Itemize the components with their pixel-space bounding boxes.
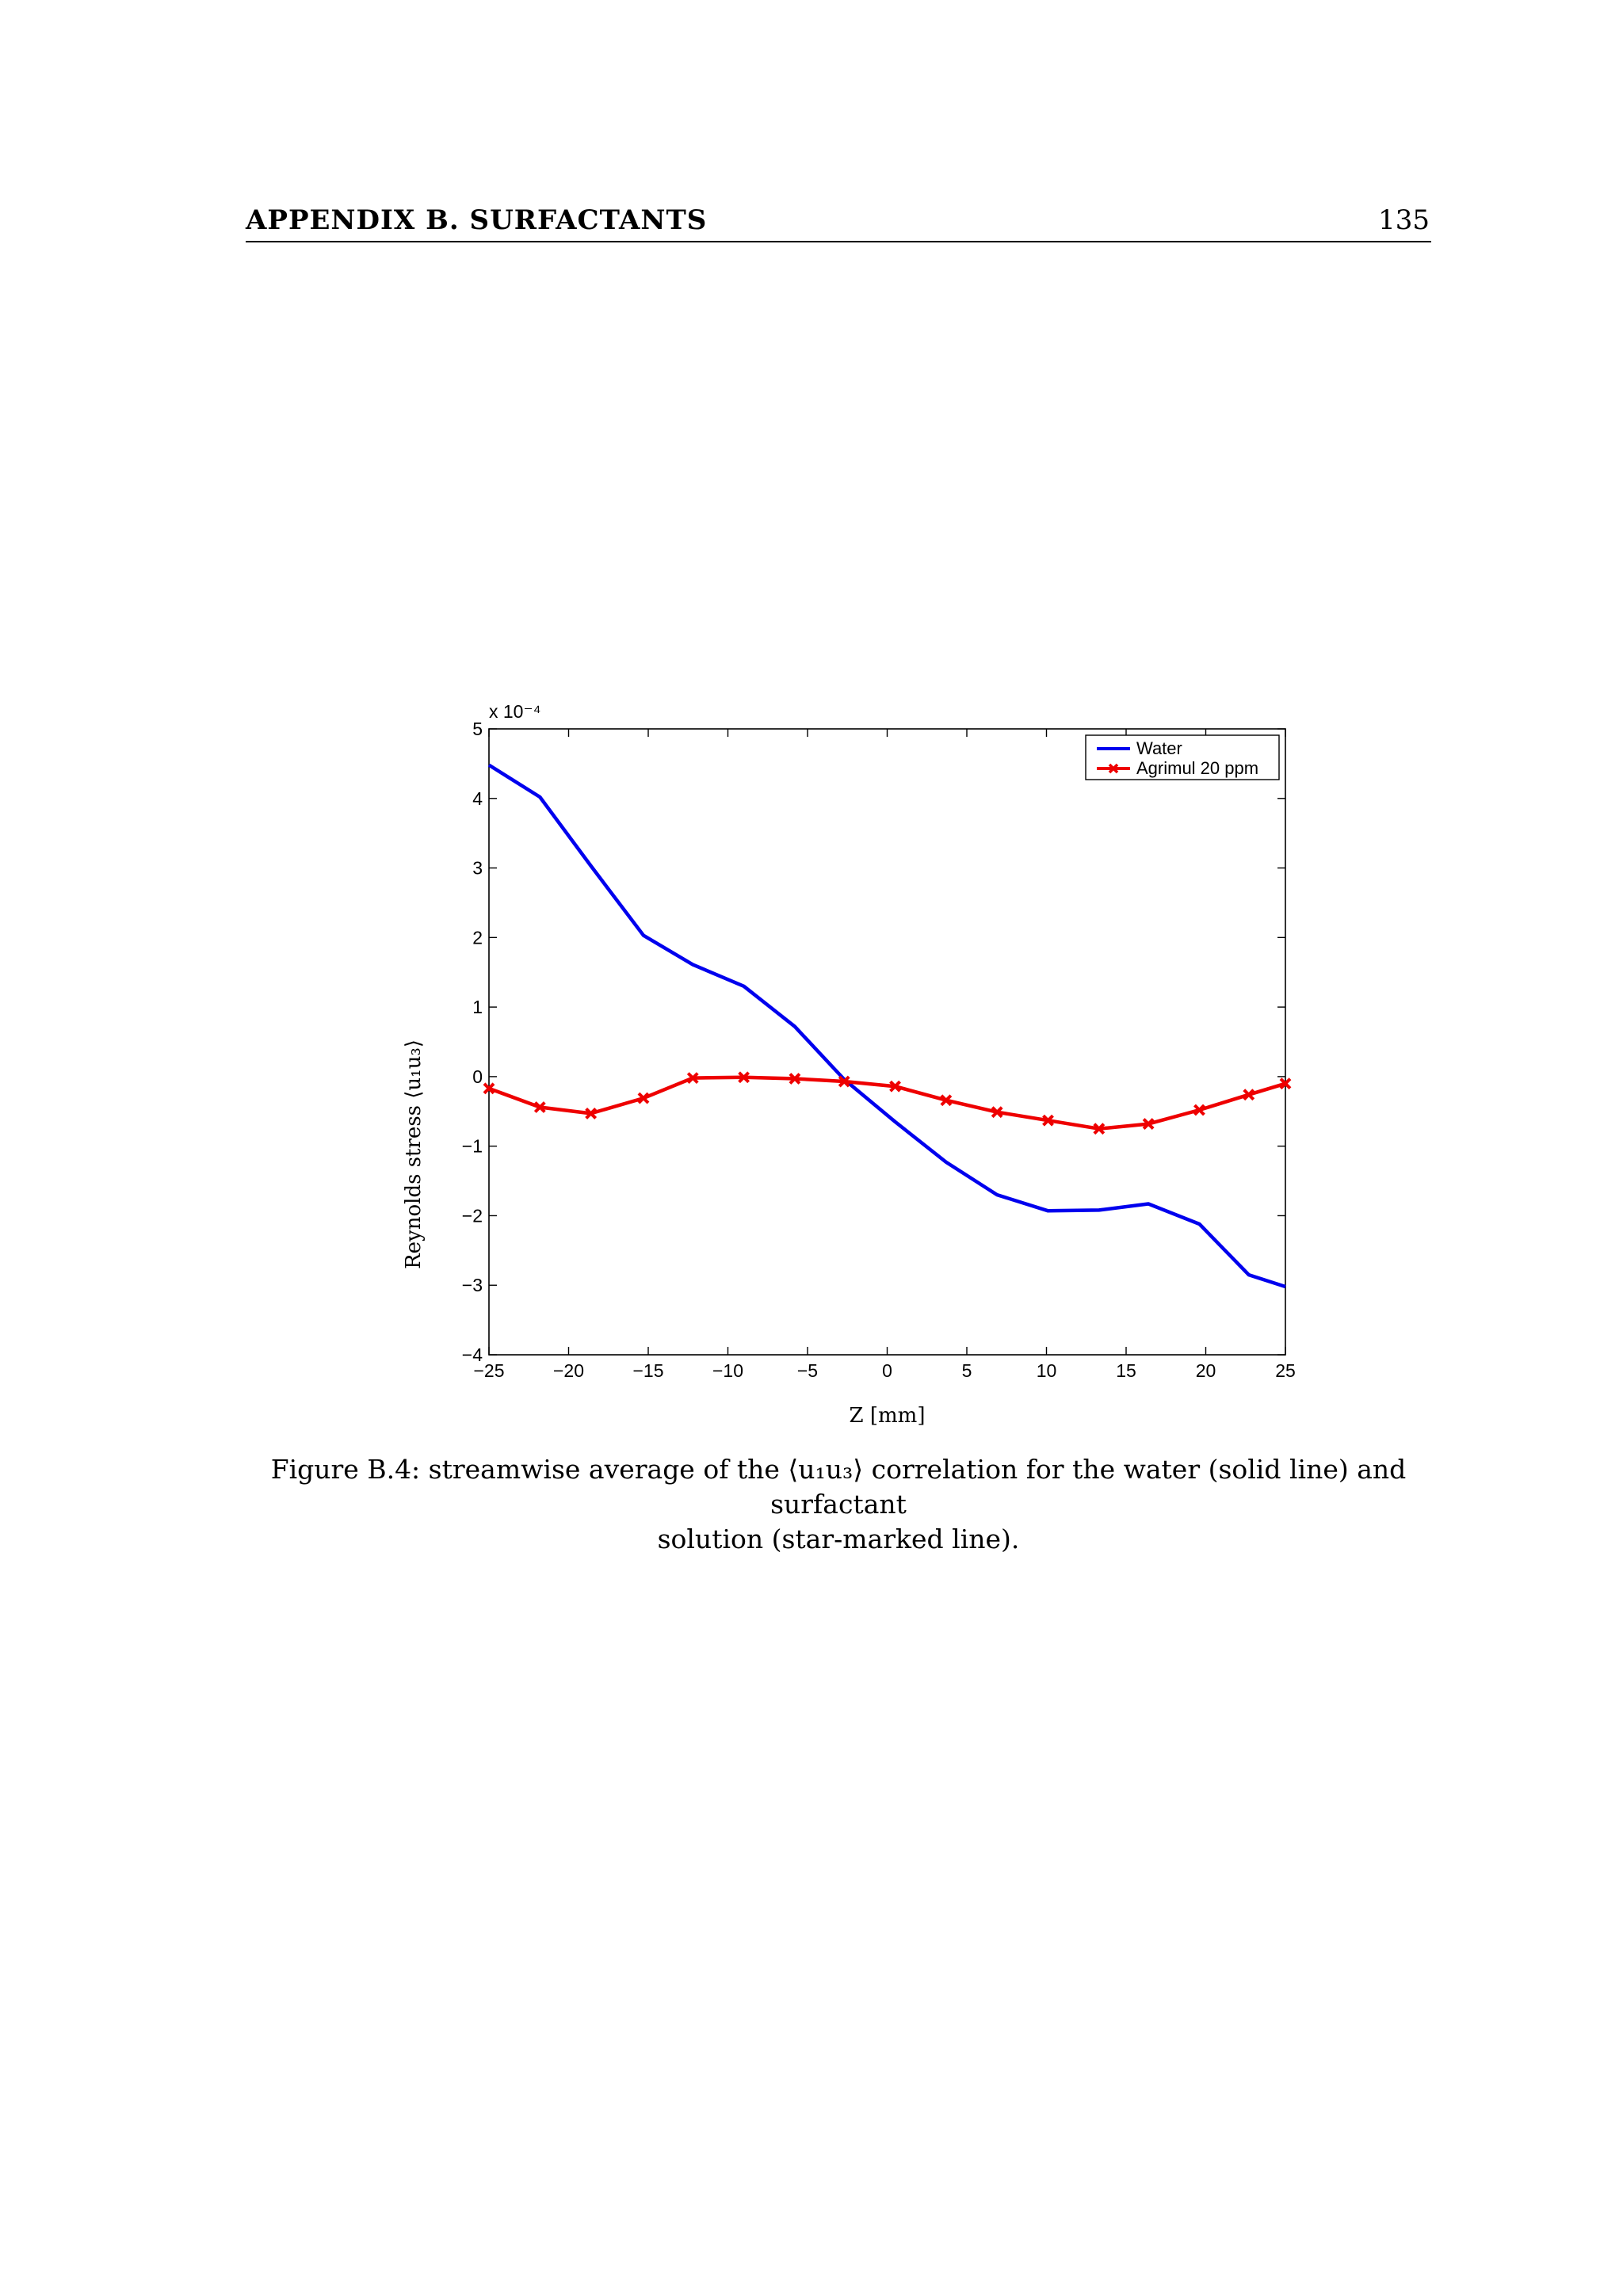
marker-stroke <box>738 1071 750 1084</box>
data-point-marker <box>686 1072 699 1085</box>
x-tick-label: −10 <box>712 1360 743 1381</box>
y-tick-label: 2 <box>472 927 483 948</box>
marker-stroke <box>1042 1114 1054 1127</box>
y-tick-label: −1 <box>462 1136 483 1157</box>
marker-stroke <box>889 1080 901 1093</box>
x-axis-label: Z [mm] <box>850 1404 926 1428</box>
marker-stroke <box>789 1073 801 1085</box>
x-tick-label: 15 <box>1116 1360 1136 1381</box>
data-point-marker <box>1042 1114 1054 1127</box>
y-tick-label: 0 <box>472 1066 483 1087</box>
x-tick-label: 0 <box>882 1360 892 1381</box>
x-tick-label: 25 <box>1275 1360 1296 1381</box>
marker-stroke <box>1193 1104 1205 1116</box>
y-axis-multiplier: x 10⁻⁴ <box>489 701 541 722</box>
figure-caption: Figure B.4: streamwise average of the ⟨u… <box>246 1452 1431 1557</box>
data-point-marker <box>637 1092 650 1104</box>
data-point-marker <box>1279 1077 1292 1090</box>
marker-stroke <box>637 1092 650 1104</box>
y-axis-label: Reynolds stress ⟨u₁u₃⟩ <box>402 1039 426 1269</box>
data-point-marker <box>533 1101 546 1113</box>
marker-stroke <box>585 1107 598 1119</box>
data-point-marker <box>1243 1089 1255 1101</box>
legend-label: Agrimul 20 ppm <box>1136 758 1258 778</box>
data-point-marker <box>889 1080 901 1093</box>
x-tick-label: −15 <box>632 1360 663 1381</box>
data-point-marker <box>940 1094 953 1107</box>
data-point-marker <box>585 1107 598 1119</box>
marker-stroke <box>838 1075 850 1088</box>
x-tick-label: 10 <box>1037 1360 1057 1381</box>
caption-line-1: Figure B.4: streamwise average of the ⟨u… <box>270 1454 1407 1520</box>
y-tick-label: −3 <box>462 1275 483 1295</box>
data-point-marker <box>789 1073 801 1085</box>
marker-stroke <box>991 1106 1003 1119</box>
y-tick-label: 4 <box>472 788 483 809</box>
x-tick-label: 20 <box>1196 1360 1216 1381</box>
data-point-marker <box>991 1106 1003 1119</box>
y-tick-label: 1 <box>472 997 483 1017</box>
data-point-marker <box>838 1075 850 1088</box>
legend-label: Water <box>1136 738 1182 758</box>
chapter-title: APPENDIX B. SURFACTANTS <box>246 204 708 236</box>
marker-stroke <box>483 1082 495 1095</box>
axes <box>488 728 1286 1356</box>
marker-stroke <box>1093 1123 1106 1135</box>
data-point-marker <box>738 1071 750 1084</box>
x-tick-label: −25 <box>473 1360 504 1381</box>
running-header: APPENDIX B. SURFACTANTS 135 <box>246 203 1431 242</box>
marker-stroke <box>1279 1077 1292 1090</box>
marker-stroke <box>1142 1118 1155 1130</box>
x-tick-label: −5 <box>797 1360 818 1381</box>
marker-stroke <box>940 1094 953 1107</box>
data-point-marker <box>1093 1123 1106 1135</box>
y-tick-label: 3 <box>472 858 483 879</box>
legend-box <box>1085 734 1280 780</box>
x-tick-label: 5 <box>962 1360 972 1381</box>
data-point-marker <box>483 1082 495 1095</box>
y-tick-label: 5 <box>472 719 483 739</box>
series-lines <box>483 763 1292 1289</box>
x-tick-label: −20 <box>553 1360 584 1381</box>
marker-stroke <box>533 1101 546 1113</box>
caption-line-2: solution (star-marked line). <box>657 1524 1020 1554</box>
plot-frame <box>488 728 1286 1356</box>
y-tick-label: −2 <box>462 1205 483 1226</box>
data-point-marker <box>1193 1104 1205 1116</box>
page-number: 135 <box>1378 204 1430 236</box>
series-line-1 <box>487 763 1286 1289</box>
data-point-marker <box>1142 1118 1155 1130</box>
marker-stroke <box>1243 1089 1255 1101</box>
legend-marker <box>1108 763 1119 774</box>
marker-stroke <box>686 1072 699 1085</box>
y-tick-label: −4 <box>462 1344 483 1365</box>
series-line-2 <box>488 1075 1286 1131</box>
